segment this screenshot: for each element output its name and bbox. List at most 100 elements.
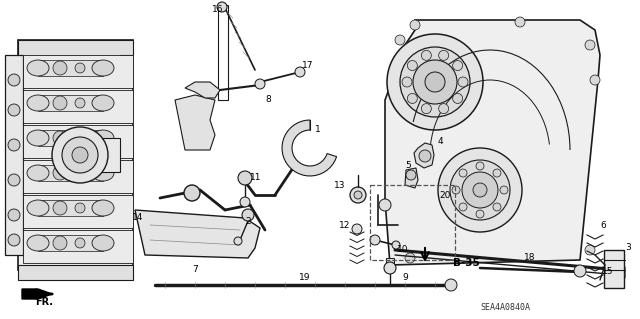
Bar	[23, 125, 133, 158]
Polygon shape	[282, 120, 337, 176]
Circle shape	[395, 35, 405, 45]
Circle shape	[53, 236, 67, 250]
Circle shape	[452, 93, 463, 103]
Circle shape	[459, 169, 467, 177]
Circle shape	[402, 77, 412, 87]
Circle shape	[75, 238, 85, 248]
Ellipse shape	[92, 95, 114, 111]
Bar	[23, 230, 133, 263]
Circle shape	[8, 174, 20, 186]
Polygon shape	[405, 168, 418, 188]
Circle shape	[419, 150, 431, 162]
Bar	[38, 130, 103, 146]
Text: 8: 8	[265, 95, 271, 105]
Circle shape	[350, 187, 366, 203]
Circle shape	[410, 20, 420, 30]
Bar	[23, 160, 133, 193]
Circle shape	[407, 61, 417, 70]
Bar	[38, 165, 103, 181]
Circle shape	[53, 61, 67, 75]
Text: 13: 13	[334, 181, 346, 189]
Ellipse shape	[92, 235, 114, 251]
Circle shape	[72, 147, 88, 163]
Ellipse shape	[27, 130, 49, 146]
Circle shape	[438, 104, 449, 114]
Circle shape	[392, 241, 400, 249]
Text: 3: 3	[625, 243, 631, 253]
Text: 1: 1	[315, 125, 321, 135]
Circle shape	[75, 98, 85, 108]
Bar	[38, 200, 103, 216]
Polygon shape	[615, 265, 625, 278]
Bar	[604, 250, 624, 288]
Circle shape	[585, 245, 595, 255]
Circle shape	[8, 104, 20, 116]
Circle shape	[413, 60, 457, 104]
Circle shape	[452, 186, 460, 194]
Text: B-35: B-35	[453, 258, 480, 268]
Circle shape	[476, 210, 484, 218]
Text: 7: 7	[192, 265, 198, 275]
Bar	[370, 185, 455, 260]
Text: 16: 16	[212, 5, 224, 14]
Circle shape	[53, 201, 67, 215]
Circle shape	[75, 63, 85, 73]
Bar	[5, 55, 23, 255]
Circle shape	[184, 185, 200, 201]
Circle shape	[295, 67, 305, 77]
Circle shape	[354, 191, 362, 199]
Text: SEA4A0840A: SEA4A0840A	[480, 303, 530, 313]
Ellipse shape	[92, 130, 114, 146]
Text: 5: 5	[405, 161, 411, 170]
Circle shape	[234, 237, 242, 245]
Bar	[23, 55, 133, 88]
Bar	[38, 235, 103, 251]
Circle shape	[500, 186, 508, 194]
Circle shape	[75, 133, 85, 143]
Circle shape	[75, 168, 85, 178]
Ellipse shape	[27, 200, 49, 216]
Circle shape	[379, 199, 391, 211]
Circle shape	[255, 79, 265, 89]
Text: 11: 11	[250, 174, 262, 182]
Text: 4: 4	[437, 137, 443, 146]
Circle shape	[53, 166, 67, 180]
Circle shape	[406, 170, 416, 180]
Text: 9: 9	[402, 273, 408, 283]
Ellipse shape	[27, 235, 49, 251]
Circle shape	[476, 162, 484, 170]
Circle shape	[352, 224, 362, 234]
Circle shape	[405, 253, 415, 263]
Circle shape	[8, 139, 20, 151]
Text: 19: 19	[300, 273, 311, 283]
Bar	[80, 138, 120, 172]
Bar	[23, 195, 133, 228]
Circle shape	[407, 93, 417, 103]
Bar	[386, 258, 394, 268]
Polygon shape	[135, 210, 260, 258]
Ellipse shape	[27, 165, 49, 181]
Circle shape	[384, 262, 396, 274]
Circle shape	[450, 160, 510, 220]
Ellipse shape	[27, 60, 49, 76]
Circle shape	[438, 148, 522, 232]
Ellipse shape	[92, 165, 114, 181]
Circle shape	[387, 34, 483, 130]
Circle shape	[438, 50, 449, 60]
Circle shape	[425, 72, 445, 92]
Circle shape	[8, 74, 20, 86]
Circle shape	[52, 127, 108, 183]
Text: 15: 15	[602, 268, 614, 277]
Circle shape	[574, 265, 586, 277]
Circle shape	[238, 171, 252, 185]
Circle shape	[590, 75, 600, 85]
Circle shape	[421, 104, 431, 114]
Bar	[18, 40, 133, 270]
Ellipse shape	[92, 200, 114, 216]
Circle shape	[8, 234, 20, 246]
Circle shape	[53, 96, 67, 110]
Polygon shape	[18, 265, 133, 280]
Text: 14: 14	[132, 213, 144, 222]
Text: 6: 6	[600, 220, 606, 229]
Text: 12: 12	[339, 220, 351, 229]
